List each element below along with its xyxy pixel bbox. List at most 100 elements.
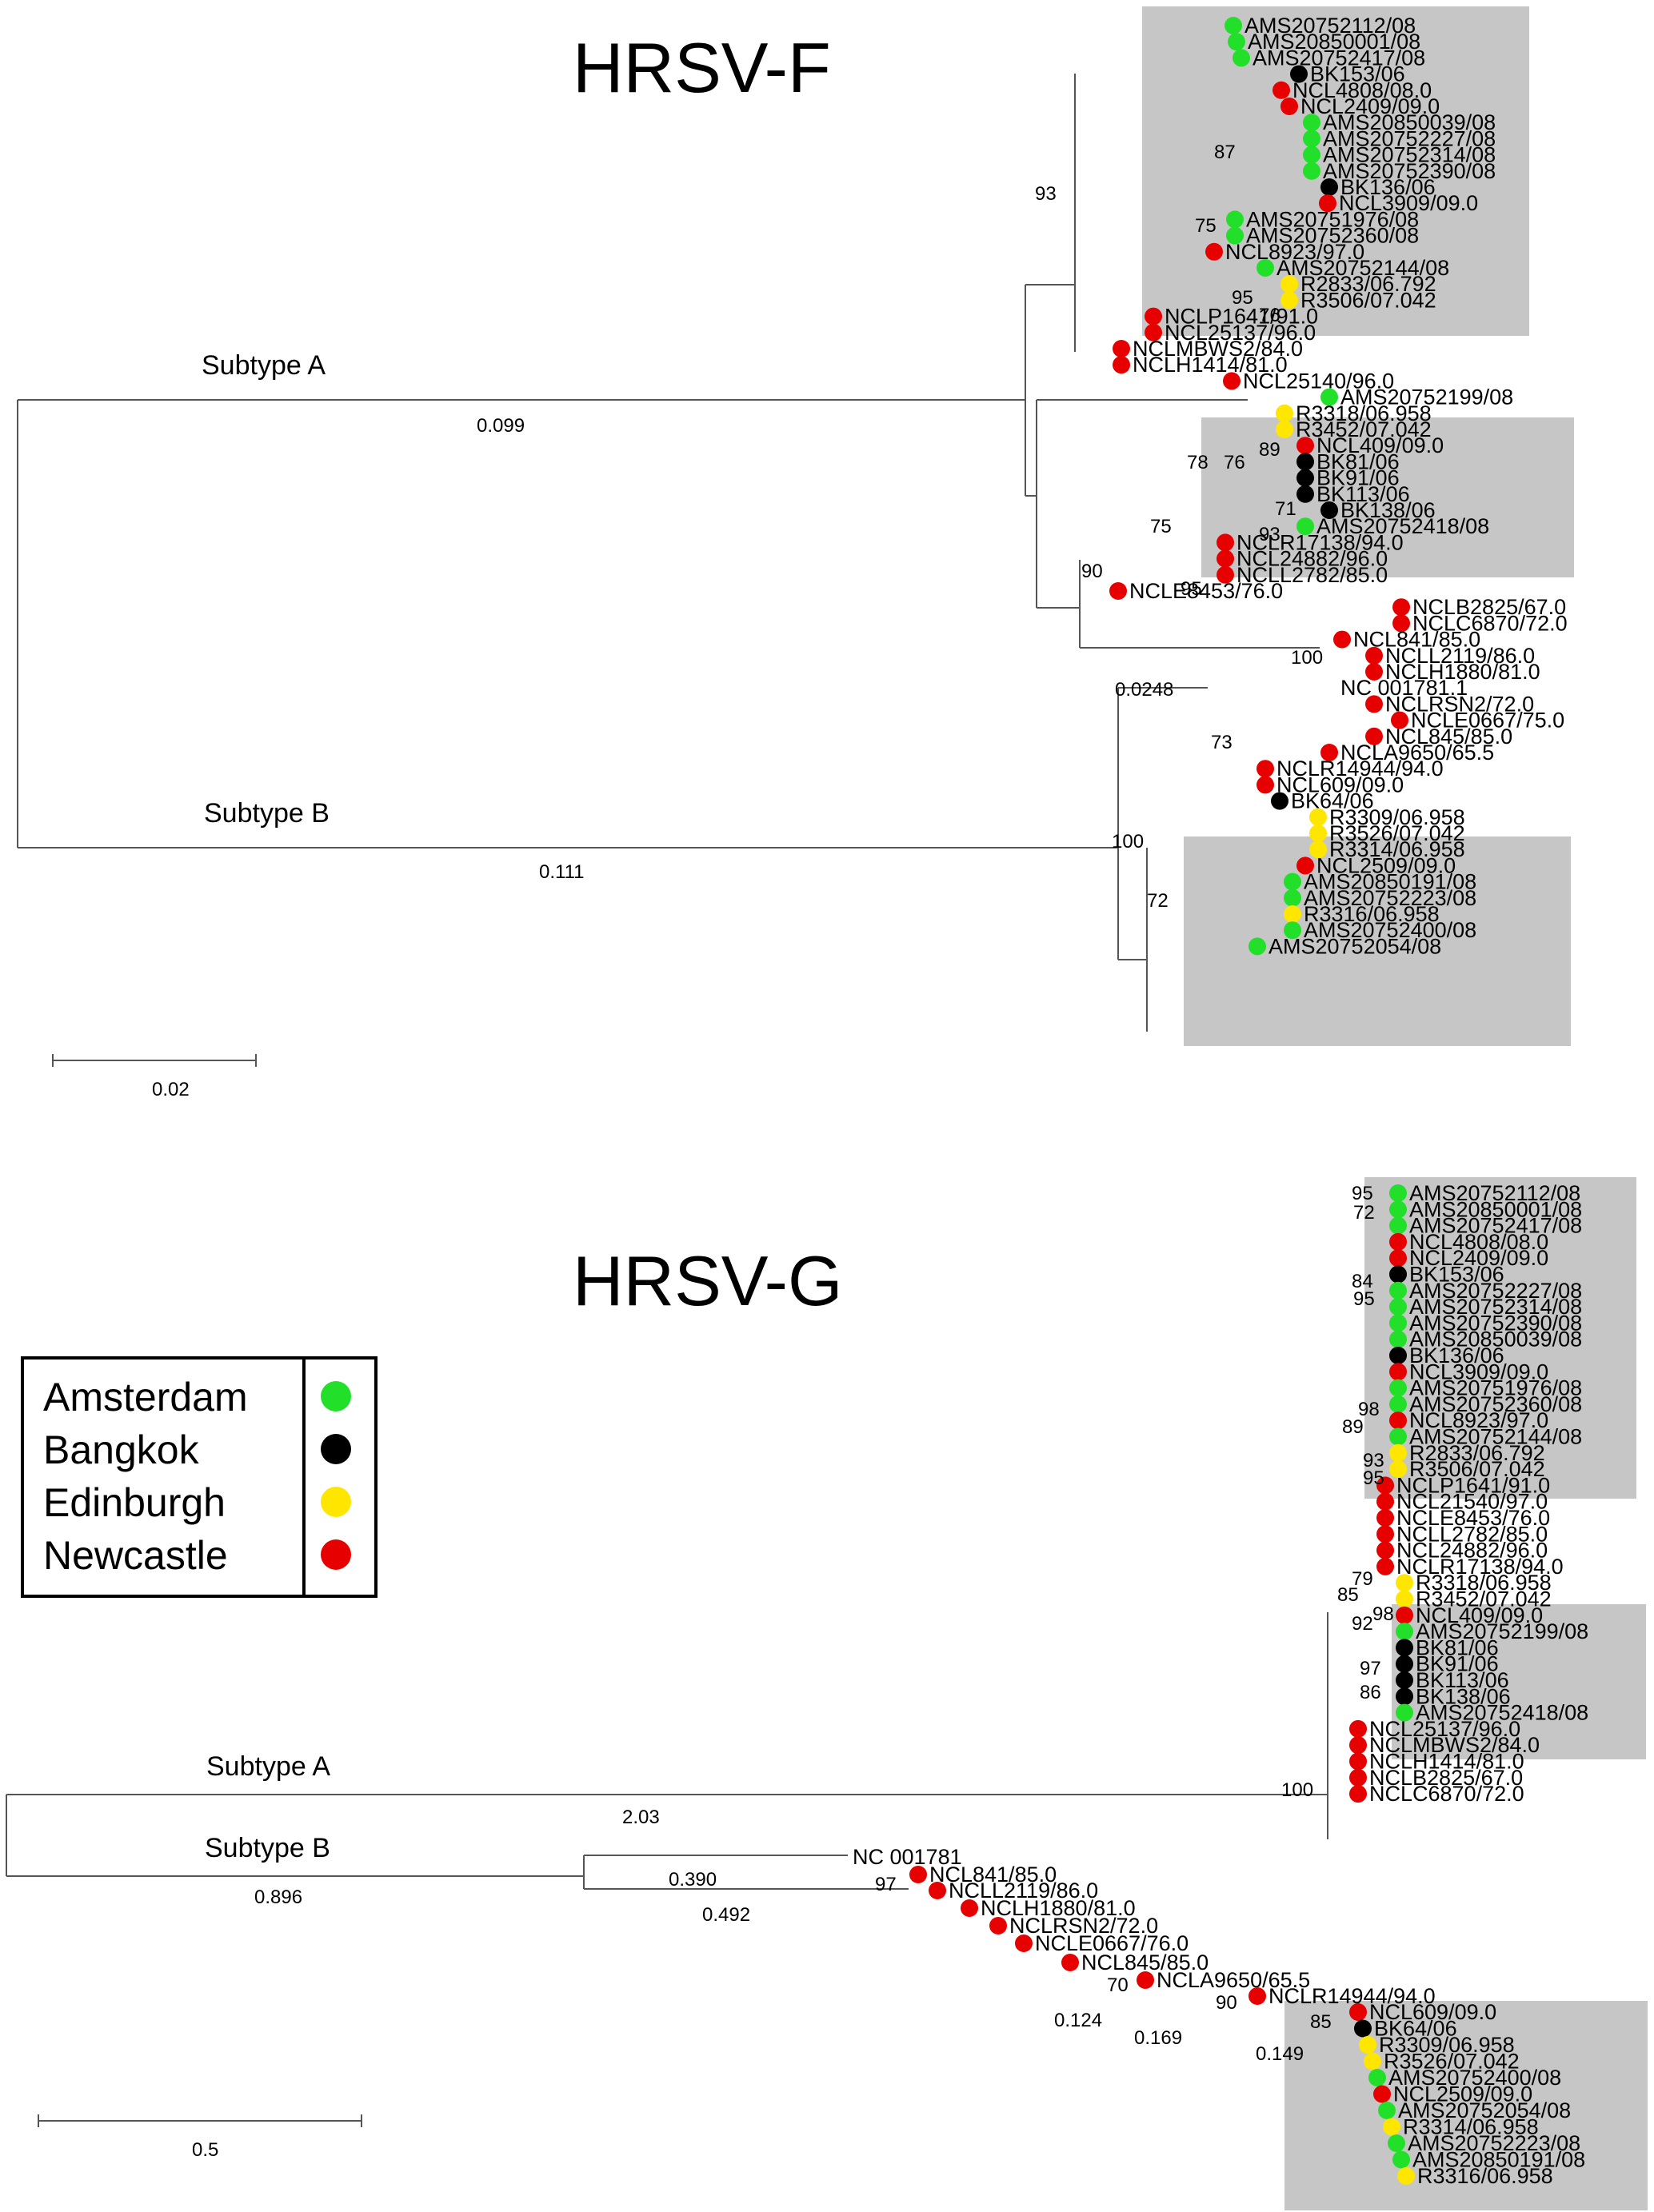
bootstrap-value: 76 — [1259, 305, 1280, 326]
leaf-label: R3506/07.042 — [1409, 1457, 1545, 1481]
leaf-dot — [1228, 33, 1245, 51]
leaf-dot — [1349, 1736, 1367, 1755]
bootstrap-value: 93 — [1363, 1450, 1384, 1471]
leaf-label: AMS20850001/08 — [1409, 1197, 1582, 1221]
leaf-dot — [1389, 1330, 1407, 1348]
leaf-dot — [1396, 1671, 1413, 1689]
leaf-dot — [1389, 1216, 1407, 1235]
leaf-label: AMS20751976/08 — [1409, 1376, 1582, 1400]
leaf-label: AMS20752314/08 — [1323, 143, 1496, 167]
bootstrap-value: 76 — [1224, 452, 1245, 473]
leaf-dot — [1392, 2150, 1410, 2169]
leaf-dot — [1397, 2167, 1415, 2185]
leaf-label: R3314/06.958 — [1403, 2115, 1539, 2139]
leaf-label: NCLE8453/76.0 — [1129, 579, 1283, 603]
leaf-label: AMS20752227/08 — [1323, 126, 1496, 150]
leaf-label: AMS20752223/08 — [1408, 2131, 1580, 2155]
bootstrap-value: 72 — [1147, 890, 1169, 912]
leaf-dot — [1015, 1935, 1033, 1952]
leaf-label: AMS20850191/08 — [1304, 870, 1476, 894]
leaf-dot — [1389, 1232, 1407, 1251]
leaf-dot — [1389, 1314, 1407, 1332]
leaf-dot — [1256, 259, 1274, 277]
leaf-dot — [1272, 81, 1290, 99]
leaf-dot — [1296, 517, 1314, 536]
leaf-label: AMS20752360/08 — [1246, 224, 1419, 248]
leaf-dot — [1359, 2036, 1376, 2054]
leaf-label: AMS20752418/08 — [1316, 514, 1489, 538]
leaf-label: NCLA9650/65.5 — [1157, 1968, 1310, 1992]
leaf-dot — [1396, 1606, 1413, 1624]
leaf-label: R3452/07.042 — [1416, 1587, 1552, 1611]
leaf-label: NCL2509/09.0 — [1393, 2082, 1532, 2106]
leaf-dot — [1320, 744, 1338, 761]
leaf-label: AMS20850191/08 — [1412, 2148, 1585, 2172]
leaf-label: R3316/06.958 — [1417, 2164, 1553, 2188]
legend-label: Edinburgh — [43, 1480, 226, 1525]
leaf-label: R2833/06.792 — [1300, 272, 1436, 296]
leaf-dot — [1378, 2102, 1396, 2119]
leaf-label: AMS20752360/08 — [1409, 1392, 1582, 1416]
leaf-dot — [1392, 614, 1410, 633]
leaf-label: R3526/07.042 — [1384, 2050, 1520, 2074]
leaf-dot — [1320, 178, 1338, 196]
leaf-dot — [1365, 695, 1383, 713]
legend-swatch — [321, 1539, 351, 1570]
bootstrap-value: 75 — [1195, 215, 1217, 237]
bootstrap-value: 90 — [1216, 1992, 1237, 2014]
leaf-dot — [1333, 630, 1351, 649]
bootstrap-value: 95 — [1352, 1183, 1373, 1204]
leaf-label: NCLC6870/72.0 — [1369, 1782, 1524, 1806]
bootstrap-value: 87 — [1214, 142, 1236, 163]
clade-box-g-1 — [1364, 1177, 1636, 1499]
leaf-label: NCL609/09.0 — [1276, 773, 1404, 797]
leaf-dot — [1113, 356, 1130, 374]
leaf-label: BK81/06 — [1416, 1635, 1499, 1659]
leaf-dot — [1388, 2134, 1405, 2152]
leaf-label: NCL25137/96.0 — [1165, 321, 1316, 345]
legend-box — [21, 1356, 378, 1598]
leaf-dot — [1296, 485, 1314, 503]
leaf-dot — [1376, 1525, 1394, 1543]
leaf-dot — [1284, 905, 1301, 923]
leaf-dot — [1389, 1249, 1407, 1268]
bootstrap-value: 95 — [1363, 1467, 1384, 1489]
bootstrap-value: 79 — [1352, 1568, 1373, 1590]
leaf-label: NCLH1880/81.0 — [1385, 660, 1540, 684]
branch-value: 0.149 — [1256, 2043, 1304, 2065]
leaf-dot — [1226, 210, 1244, 229]
leaf-label: NCLB2825/67.0 — [1412, 595, 1566, 619]
leaf-label: BK91/06 — [1416, 1652, 1499, 1676]
leaf-label: NCLE8453/76.0 — [1396, 1506, 1550, 1530]
leaf-dot — [1309, 825, 1327, 842]
bootstrap-value: 95 — [1353, 1288, 1375, 1310]
leaf-dot — [1225, 17, 1242, 34]
leaf-dot — [1217, 533, 1234, 552]
leaf-label: R3309/06.958 — [1329, 805, 1465, 829]
branch-length-mid-f: 0.0248 — [1115, 679, 1173, 701]
leaf-dot — [1376, 1557, 1394, 1575]
leaf-label: AMS20752418/08 — [1416, 1701, 1588, 1725]
leaf-label: NCLA9650/65.5 — [1340, 741, 1494, 765]
leaf-label: AMS20752417/08 — [1409, 1214, 1582, 1238]
bootstrap-value: 90 — [1081, 561, 1103, 582]
clade-box-f-1 — [1142, 6, 1529, 336]
leaf-label: NCL2509/09.0 — [1316, 853, 1456, 877]
bootstrap-value: 97 — [875, 1874, 897, 1895]
leaf-dot — [1392, 598, 1410, 617]
leaf-dot — [1389, 1411, 1407, 1430]
leaf-label: NCL609/09.0 — [1369, 2000, 1496, 2024]
leaf-label: AMS20752223/08 — [1304, 886, 1476, 910]
leaf-dot — [1296, 453, 1314, 471]
leaf-label: NCLE0667/76.0 — [1035, 1931, 1189, 1955]
leaf-dot — [1320, 388, 1338, 406]
leaf-dot — [1376, 1509, 1394, 1527]
leaf-label: R3318/06.958 — [1416, 1571, 1552, 1595]
leaf-label: NCL4808/08.0 — [1409, 1230, 1548, 1254]
leaf-dot — [1396, 1623, 1413, 1641]
leaf-label: AMS20850001/08 — [1248, 30, 1420, 54]
leaf-label: NCLR14944/94.0 — [1276, 757, 1444, 781]
leaf-dot — [1296, 437, 1314, 455]
leaf-dot — [1217, 565, 1234, 584]
leaf-label: BK64/06 — [1291, 789, 1374, 813]
